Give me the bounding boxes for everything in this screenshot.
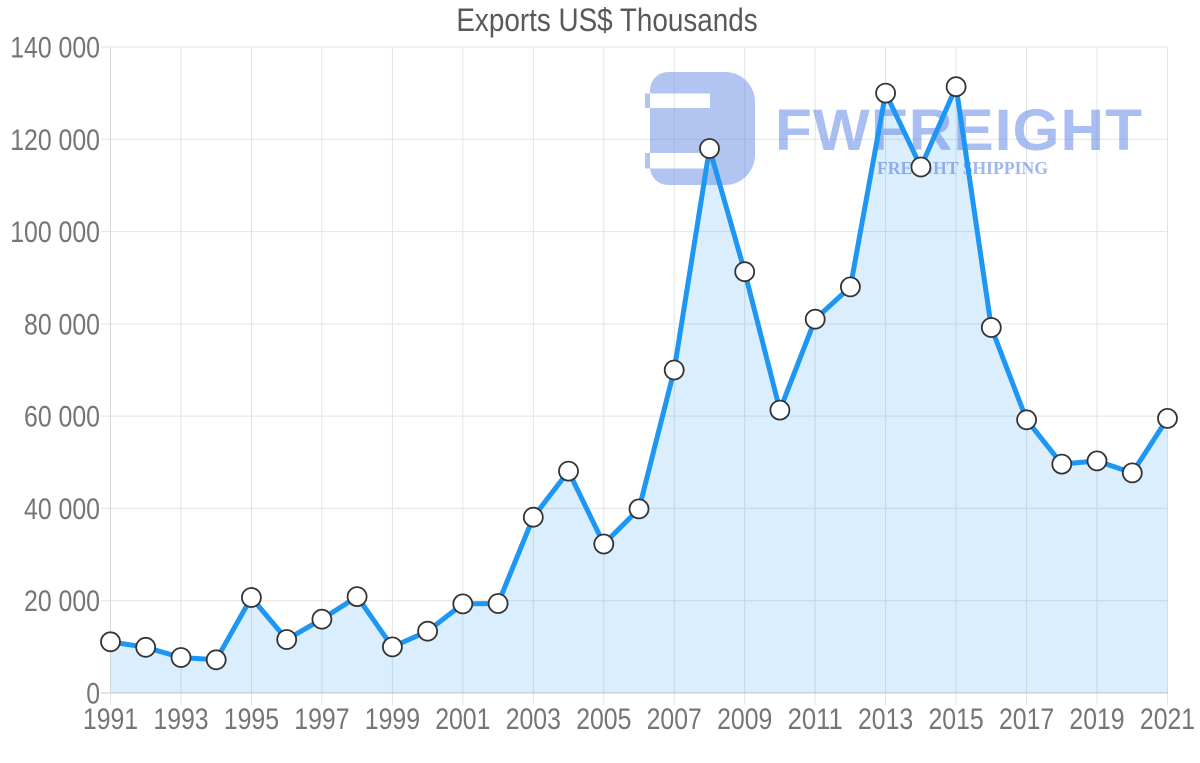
x-axis-label: 2021 — [1140, 703, 1195, 736]
y-axis-label: 0 — [86, 678, 100, 711]
data-point-2017 — [1016, 409, 1037, 431]
x-axis-label: 2011 — [788, 703, 843, 736]
y-axis-labels: 0 20 000 40 000 60 000 80 000 100 000 120 000 1… — [10, 32, 100, 711]
fwfreight-logo-icon — [645, 72, 755, 185]
data-point-2005 — [593, 533, 615, 555]
x-axis-label: 1993 — [153, 703, 208, 736]
data-point-1993 — [170, 647, 192, 668]
x-axis-label: 2005 — [576, 703, 631, 736]
data-point-2021 — [1157, 407, 1178, 429]
gridlines — [101, 46, 1168, 705]
data-point-2006 — [628, 498, 650, 520]
data-point-1995 — [240, 587, 262, 608]
data-point-2009 — [734, 261, 756, 283]
data-point-1999 — [381, 636, 403, 658]
data-point-1992 — [135, 636, 157, 658]
data-point-2011 — [804, 308, 826, 330]
data-point-2003 — [522, 506, 544, 528]
x-axis-label: 2015 — [929, 703, 984, 736]
y-axis-label: 60 000 — [24, 401, 100, 434]
data-point-2016 — [980, 317, 1002, 338]
y-axis-label: 20 000 — [24, 585, 100, 618]
data-point-2015 — [945, 76, 967, 98]
x-axis-label: 2009 — [717, 703, 772, 736]
x-axis-label: 1997 — [294, 703, 349, 736]
y-axis-label: 140 000 — [10, 32, 100, 65]
y-axis-label: 80 000 — [24, 308, 100, 341]
x-axis-label: 1995 — [224, 703, 279, 736]
data-point-2014 — [910, 156, 932, 178]
data-point-2008 — [699, 138, 720, 159]
data-point-2004 — [558, 460, 579, 482]
data-point-2012 — [840, 276, 861, 298]
data-point-2013 — [875, 82, 896, 104]
area-fill — [110, 86, 1168, 693]
data-points — [100, 76, 1178, 671]
y-axis-label: 120 000 — [10, 124, 100, 157]
x-axis-label: 2019 — [1069, 703, 1124, 736]
x-axis-label: 2017 — [999, 703, 1054, 736]
data-point-1996 — [276, 629, 298, 650]
x-axis-label: 2001 — [435, 703, 490, 736]
data-point-2001 — [452, 593, 474, 615]
data-point-2002 — [487, 593, 509, 614]
data-point-2010 — [769, 399, 791, 421]
x-axis-labels: 1991 1993 1995 1997 1999 2001 2003 2005 2007 2009… — [83, 703, 1195, 736]
chart-title: Exports US$ Thousands — [456, 2, 758, 38]
data-point-2019 — [1086, 450, 1108, 472]
data-point-2007 — [663, 359, 685, 381]
data-point-2000 — [417, 620, 439, 642]
x-axis-label: 1991 — [83, 703, 138, 736]
data-point-1998 — [346, 586, 368, 607]
watermark-tagline-text: FREIGHT SHIPPING — [877, 158, 1048, 178]
data-point-2020 — [1121, 462, 1143, 484]
y-axis-label: 40 000 — [24, 493, 100, 526]
x-axis-label: 1999 — [365, 703, 420, 736]
x-axis-label: 2007 — [647, 703, 702, 736]
y-axis-label: 100 000 — [10, 216, 100, 249]
x-axis-label: 2003 — [506, 703, 561, 736]
data-point-1991 — [100, 631, 121, 653]
x-axis-label: 2013 — [858, 703, 913, 736]
data-point-1994 — [205, 649, 227, 671]
data-point-1997 — [311, 608, 333, 630]
data-point-2018 — [1051, 453, 1073, 475]
